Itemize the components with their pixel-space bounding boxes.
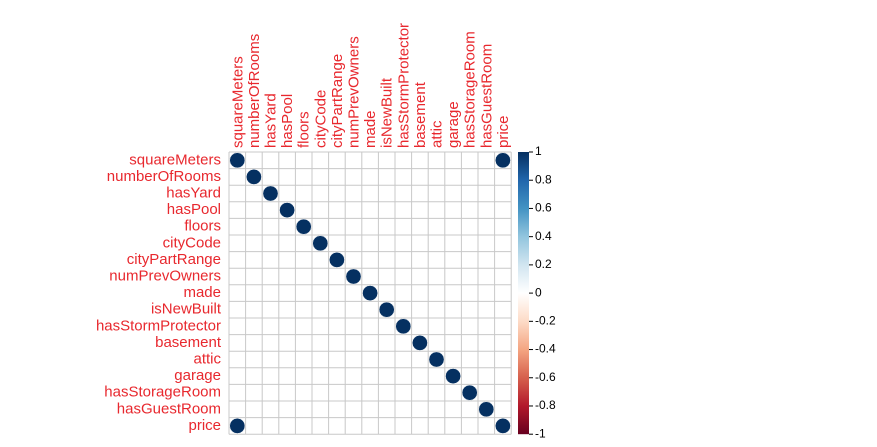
row-label-cityPartRange: cityPartRange [127, 251, 221, 268]
legend-tick-label: 0.8 [535, 172, 552, 186]
color-legend: 1 0.8 0.6 0.4 0.2 0 -0.2 -0.4 -0.6 -0.8 -1 [518, 144, 556, 440]
col-label-squareMeters: squareMeters [229, 56, 246, 148]
legend-tick-label: 0.2 [535, 257, 552, 271]
col-label-price: price [495, 115, 512, 148]
corr-circle-squareMeters-squareMeters [229, 152, 246, 169]
col-label-floors: floors [296, 111, 313, 148]
row-label-basement: basement [155, 334, 222, 351]
corr-circle-hasYard-hasYard [262, 185, 279, 202]
row-label-numPrevOwners: numPrevOwners [109, 267, 221, 284]
legend-tick-label: -0.6 [535, 370, 556, 384]
row-label-isNewBuilt: isNewBuilt [151, 301, 222, 318]
col-label-basement: basement [412, 81, 429, 148]
legend-color-bar [518, 152, 529, 435]
col-label-numberOfRooms: numberOfRooms [246, 34, 263, 148]
col-label-hasGuestRoom: hasGuestRoom [478, 44, 495, 148]
corr-circle-hasGuestRoom-hasGuestRoom [478, 401, 495, 418]
corr-circle-made-made [362, 285, 378, 301]
corr-circle-squareMeters-price [495, 152, 511, 169]
corr-circle-numPrevOwners-numPrevOwners [345, 268, 362, 285]
row-label-cityCode: cityCode [163, 234, 221, 251]
row-label-squareMeters: squareMeters [129, 151, 221, 168]
column-labels: squareMeters numberOfRooms hasYard hasPool f… [229, 23, 512, 148]
row-label-garage: garage [174, 367, 221, 384]
corr-circle-hasStorageRoom-hasStorageRoom [461, 384, 478, 401]
row-labels: squareMetersnumberOfRoomshasYardhasPoolf… [96, 151, 222, 434]
col-label-hasStormProtector: hasStormProtector [395, 23, 412, 148]
corr-circle-basement-basement [412, 335, 428, 351]
col-label-hasPool: hasPool [279, 94, 296, 148]
row-label-hasStorageRoom: hasStorageRoom [104, 384, 221, 401]
corr-circle-cityPartRange-cityPartRange [329, 252, 345, 268]
row-label-attic: attic [193, 350, 221, 367]
corr-circle-hasStormProtector-hasStormProtector [395, 318, 412, 335]
row-label-price: price [188, 417, 221, 434]
legend-tick-label: -0.2 [535, 313, 556, 327]
row-label-hasGuestRoom: hasGuestRoom [117, 400, 221, 417]
col-label-hasStorageRoom: hasStorageRoom [462, 31, 479, 148]
corr-circle-garage-garage [445, 368, 461, 384]
legend-tick-label: 1 [535, 144, 542, 158]
corr-circle-hasPool-hasPool [279, 202, 295, 218]
col-label-hasYard: hasYard [263, 93, 280, 148]
corr-circle-floors-floors [295, 218, 312, 235]
corr-circle-numberOfRooms-numberOfRooms [246, 169, 262, 185]
legend-tick-label: -0.4 [535, 342, 556, 356]
row-label-hasPool: hasPool [167, 201, 221, 218]
corr-circle-isNewBuilt-isNewBuilt [378, 301, 395, 318]
col-label-garage: garage [445, 101, 462, 148]
legend-tick-label: -1 [535, 426, 546, 440]
col-label-attic: attic [429, 120, 446, 148]
col-label-cityCode: cityCode [312, 90, 329, 148]
col-label-cityPartRange: cityPartRange [329, 54, 346, 148]
row-label-hasStormProtector: hasStormProtector [96, 317, 221, 334]
legend-tick-label: -0.8 [535, 398, 556, 412]
corr-circle-price-squareMeters [229, 418, 246, 434]
grid [228, 151, 512, 435]
col-label-made: made [362, 110, 379, 148]
col-label-isNewBuilt: isNewBuilt [379, 77, 396, 148]
row-label-floors: floors [184, 218, 221, 235]
corr-circle-cityCode-cityCode [312, 235, 329, 252]
corr-circle-price-price [495, 418, 511, 434]
correlation-circles [229, 152, 511, 434]
legend-tick-label: 0.6 [535, 201, 552, 215]
corr-circle-attic-attic [428, 351, 445, 368]
legend-tick-label: 0.4 [535, 229, 552, 243]
row-label-made: made [183, 284, 221, 301]
row-label-hasYard: hasYard [166, 184, 221, 201]
col-label-numPrevOwners: numPrevOwners [346, 36, 363, 148]
legend-tick-label: 0 [535, 285, 542, 299]
row-label-numberOfRooms: numberOfRooms [107, 168, 221, 185]
